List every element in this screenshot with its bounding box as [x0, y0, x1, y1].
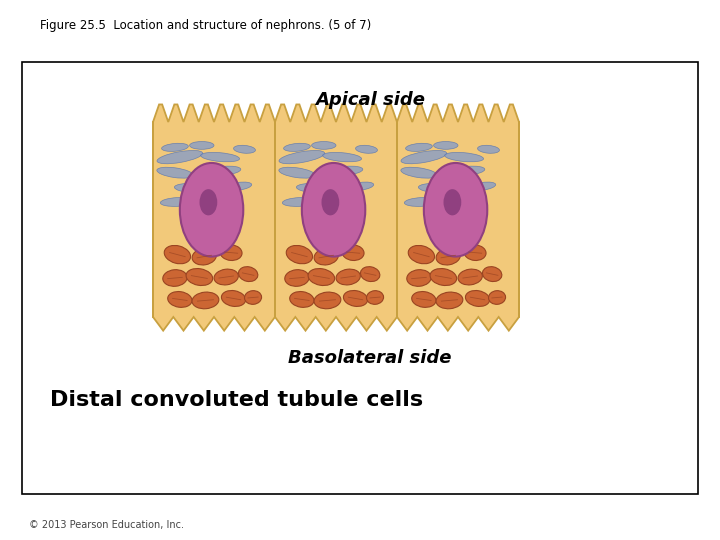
- Ellipse shape: [445, 152, 484, 162]
- Text: Figure 25.5  Location and structure of nephrons. (5 of 7): Figure 25.5 Location and structure of ne…: [40, 19, 371, 32]
- Text: Basolateral side: Basolateral side: [288, 349, 451, 367]
- Ellipse shape: [424, 163, 487, 256]
- Ellipse shape: [323, 152, 361, 162]
- Ellipse shape: [297, 183, 339, 193]
- Ellipse shape: [233, 145, 256, 153]
- Ellipse shape: [418, 183, 461, 193]
- Ellipse shape: [401, 167, 437, 178]
- Ellipse shape: [161, 143, 189, 151]
- Polygon shape: [397, 104, 519, 330]
- Ellipse shape: [157, 151, 203, 164]
- Polygon shape: [275, 104, 397, 330]
- Ellipse shape: [329, 166, 363, 176]
- Ellipse shape: [302, 163, 365, 256]
- Ellipse shape: [289, 292, 314, 307]
- Ellipse shape: [186, 268, 212, 286]
- Ellipse shape: [465, 291, 490, 306]
- Bar: [22, 62, 698, 494]
- Text: Distal convoluted tubule cells: Distal convoluted tubule cells: [50, 390, 423, 410]
- Ellipse shape: [458, 269, 482, 285]
- Ellipse shape: [477, 145, 500, 153]
- Ellipse shape: [324, 195, 360, 205]
- Ellipse shape: [225, 182, 252, 191]
- Ellipse shape: [366, 291, 384, 305]
- Ellipse shape: [436, 248, 460, 265]
- Ellipse shape: [464, 245, 486, 260]
- Ellipse shape: [412, 292, 436, 307]
- Ellipse shape: [201, 152, 240, 162]
- Ellipse shape: [405, 198, 438, 206]
- Ellipse shape: [343, 291, 368, 306]
- Ellipse shape: [163, 269, 187, 286]
- Text: © 2013 Pearson Education, Inc.: © 2013 Pearson Education, Inc.: [29, 520, 184, 530]
- Ellipse shape: [284, 143, 310, 151]
- Ellipse shape: [433, 141, 458, 149]
- Ellipse shape: [238, 267, 258, 281]
- Ellipse shape: [282, 198, 317, 206]
- Polygon shape: [153, 104, 275, 330]
- Ellipse shape: [279, 167, 315, 178]
- Ellipse shape: [207, 166, 240, 176]
- Ellipse shape: [279, 151, 325, 164]
- Ellipse shape: [214, 269, 238, 285]
- Ellipse shape: [168, 292, 192, 307]
- Ellipse shape: [161, 198, 194, 206]
- Ellipse shape: [347, 182, 374, 191]
- Ellipse shape: [408, 246, 435, 264]
- Ellipse shape: [189, 141, 214, 149]
- Ellipse shape: [314, 292, 341, 309]
- Ellipse shape: [436, 292, 463, 309]
- Ellipse shape: [192, 248, 216, 265]
- Ellipse shape: [308, 268, 335, 286]
- Ellipse shape: [174, 183, 217, 193]
- Ellipse shape: [469, 182, 495, 191]
- Ellipse shape: [285, 269, 309, 286]
- Ellipse shape: [180, 163, 243, 256]
- Ellipse shape: [245, 291, 261, 305]
- Ellipse shape: [336, 269, 360, 285]
- Ellipse shape: [164, 246, 191, 264]
- Ellipse shape: [312, 141, 336, 149]
- Ellipse shape: [407, 269, 431, 286]
- Ellipse shape: [322, 189, 339, 215]
- Ellipse shape: [314, 248, 338, 265]
- Ellipse shape: [222, 291, 246, 306]
- Ellipse shape: [446, 195, 482, 205]
- Ellipse shape: [451, 166, 485, 176]
- Ellipse shape: [356, 145, 377, 153]
- Ellipse shape: [488, 291, 505, 305]
- Ellipse shape: [405, 143, 432, 151]
- Ellipse shape: [361, 267, 380, 281]
- Ellipse shape: [202, 195, 238, 205]
- Ellipse shape: [430, 268, 456, 286]
- Ellipse shape: [482, 267, 502, 281]
- Ellipse shape: [287, 246, 312, 264]
- Ellipse shape: [342, 245, 364, 260]
- Ellipse shape: [192, 292, 219, 309]
- Ellipse shape: [444, 189, 462, 215]
- Ellipse shape: [401, 151, 446, 164]
- Text: Apical side: Apical side: [315, 91, 425, 109]
- Ellipse shape: [220, 245, 242, 260]
- Ellipse shape: [157, 167, 193, 178]
- Ellipse shape: [199, 189, 217, 215]
